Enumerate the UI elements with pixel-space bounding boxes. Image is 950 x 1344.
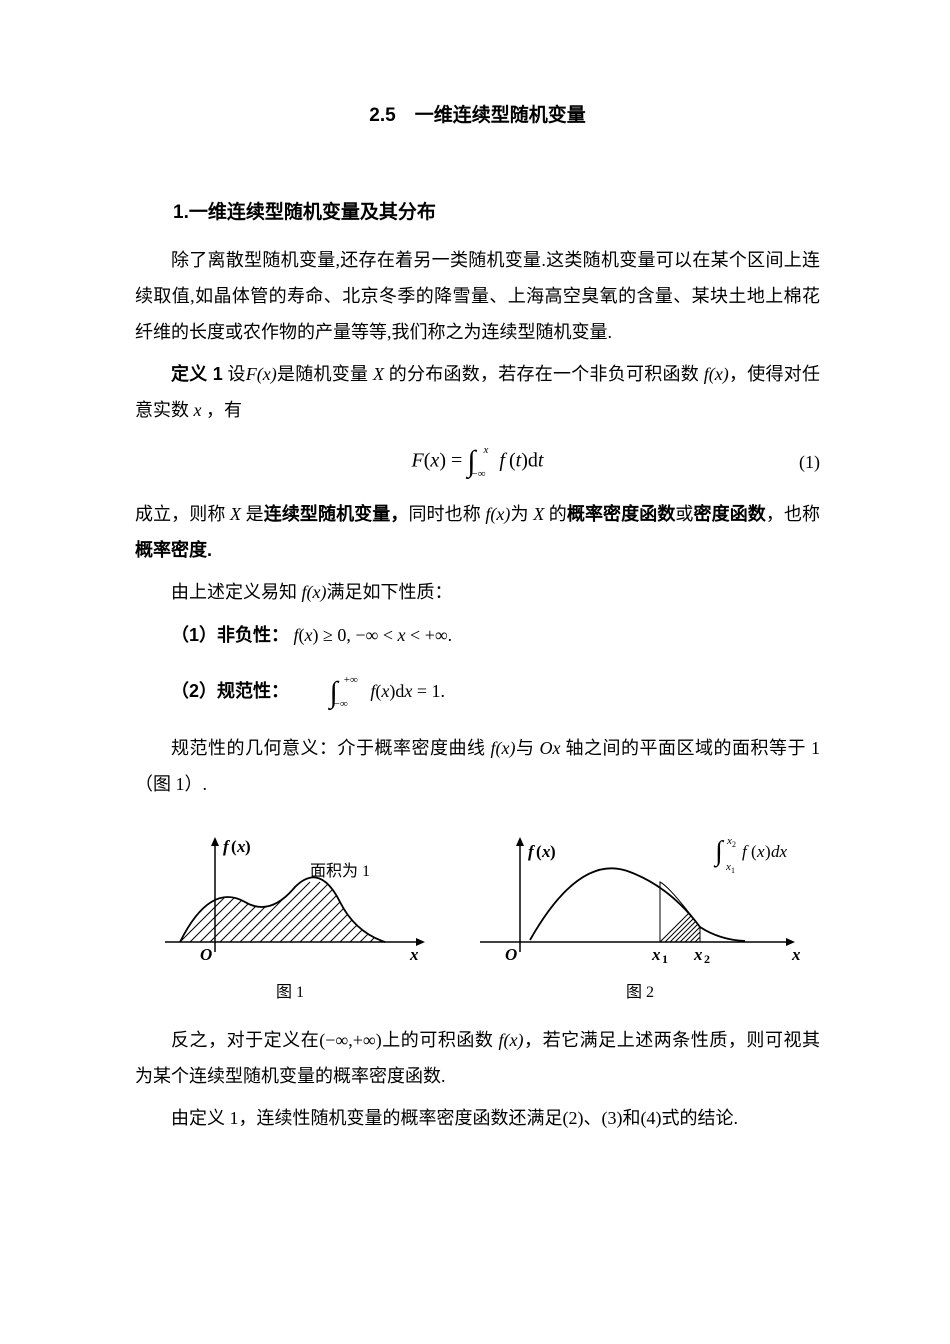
def-text-c: 的分布函数，若存在一个非负可积函数 xyxy=(389,364,699,384)
svg-text:x: x xyxy=(791,945,801,964)
def-text-a: 设 xyxy=(223,364,246,384)
math-X2: X xyxy=(230,504,241,524)
section-heading-1: 1.一维连续型随机变量及其分布 xyxy=(135,197,820,224)
figure-1-caption: 图 1 xyxy=(276,978,304,1002)
math-Ox: Ox xyxy=(540,738,561,758)
term-density-fn: 密度函数 xyxy=(694,504,766,524)
property-2: （2）规范性： ∫−∞+∞ f(x)dx = 1. xyxy=(135,660,820,726)
figure-2: f ( x ) O x x 1 x 2 ∫ x 1 x 2 f ( x ) dx… xyxy=(470,832,810,1002)
def-text-e: ，有 xyxy=(206,400,242,420)
svg-text:1: 1 xyxy=(731,866,735,875)
math-X3: X xyxy=(533,504,544,524)
p3-f: 或 xyxy=(675,504,693,524)
svg-text:x: x xyxy=(756,842,765,861)
term-density: 概率密度. xyxy=(135,540,212,560)
math-x: x xyxy=(194,400,202,420)
p5-a: 规范性的几何意义：介于概率密度曲线 xyxy=(171,738,486,758)
p3-g: ，也称 xyxy=(766,504,820,524)
svg-text:f: f xyxy=(223,837,231,856)
svg-text:x: x xyxy=(409,945,419,964)
document-title: 2.5 一维连续型随机变量 xyxy=(135,100,820,127)
svg-text:x: x xyxy=(693,945,703,964)
svg-text:2: 2 xyxy=(704,952,710,966)
prop2-label: （2）规范性： xyxy=(171,681,289,701)
svg-text:1: 1 xyxy=(662,952,668,966)
math-paren2: (x) xyxy=(709,364,729,384)
svg-text:): ) xyxy=(245,837,251,856)
def-text-b: 是随机变量 xyxy=(277,364,369,384)
paragraph-3: 成立，则称 X 是连续型随机变量，同时也称 f(x)为 X 的概率密度函数或密度… xyxy=(135,496,820,568)
p6-b: 上的可积函数 xyxy=(382,1030,494,1050)
prop1-label: （1）非负性： xyxy=(171,625,289,645)
p5-b: 与 xyxy=(516,738,535,758)
property-1: （1）非负性： f(x) ≥ 0, −∞ < x < +∞. xyxy=(135,616,820,656)
math-paren3: (x) xyxy=(490,504,510,524)
p3-d: 为 xyxy=(510,504,528,524)
math-paren4: (x) xyxy=(307,582,327,602)
svg-text:): ) xyxy=(765,842,771,861)
definition-1: 定义 1 设F(x)是随机变量 X 的分布函数，若存在一个非负可积函数 f(x)… xyxy=(135,356,820,428)
paragraph-intro: 除了离散型随机变量,还存在着另一类随机变量.这类随机变量可以在某个区间上连续取值… xyxy=(135,242,820,350)
figure-1: f ( x ) O x 面积为 1 图 1 xyxy=(145,832,435,1002)
prop1-math: f(x) ≥ 0, −∞ < x < +∞. xyxy=(294,625,453,645)
figure-2-svg: f ( x ) O x x 1 x 2 ∫ x 1 x 2 f ( x ) dx xyxy=(470,832,810,972)
term-cont-rv: 连续型随机变量， xyxy=(264,504,409,524)
prop2-math: ∫−∞+∞ f(x)dx = 1. xyxy=(294,681,445,701)
p4-b: 满足如下性质： xyxy=(327,582,453,602)
formula-1-number: (1) xyxy=(799,452,820,473)
math-interval: (−∞,+∞) xyxy=(319,1030,381,1050)
svg-text:f: f xyxy=(528,842,536,861)
formula-1-content: F(x) = ∫−∞x f (t)dt xyxy=(412,445,544,479)
math-paren5: (x) xyxy=(496,738,516,758)
math-Fx: F xyxy=(246,364,257,384)
paragraph-6: 反之，对于定义在(−∞,+∞)上的可积函数 f(x)，若它满足上述两条性质，则可… xyxy=(135,1022,820,1094)
figure-2-caption: 图 2 xyxy=(626,978,654,1002)
term-pdf: 概率密度函数 xyxy=(567,504,676,524)
p3-b: 是 xyxy=(246,504,264,524)
svg-text:x: x xyxy=(651,945,661,964)
p3-e: 的 xyxy=(549,504,567,524)
math-paren6: (x) xyxy=(504,1030,524,1050)
p4-a: 由上述定义易知 xyxy=(171,582,297,602)
formula-1: F(x) = ∫−∞x f (t)dt (1) xyxy=(135,440,820,484)
svg-text:2: 2 xyxy=(732,840,736,849)
math-paren: (x) xyxy=(257,364,277,384)
svg-text:): ) xyxy=(550,842,556,861)
p3-c: 同时也称 xyxy=(408,504,480,524)
paragraph-5: 规范性的几何意义：介于概率密度曲线 f(x)与 Ox 轴之间的平面区域的面积等于… xyxy=(135,730,820,802)
svg-text:f: f xyxy=(742,842,749,861)
figures-row: f ( x ) O x 面积为 1 图 1 xyxy=(135,832,820,1002)
figure-1-svg: f ( x ) O x xyxy=(145,832,435,972)
math-X: X xyxy=(373,364,384,384)
paragraph-7: 由定义 1，连续性随机变量的概率密度函数还满足(2)、(3)和(4)式的结论. xyxy=(135,1100,820,1136)
svg-text:dx: dx xyxy=(771,842,788,861)
svg-text:O: O xyxy=(505,945,517,964)
svg-text:∫: ∫ xyxy=(713,836,725,868)
p3-a: 成立，则称 xyxy=(135,504,225,524)
def-label: 定义 1 xyxy=(171,364,223,384)
svg-text:O: O xyxy=(200,945,212,964)
paragraph-4: 由上述定义易知 f(x)满足如下性质： xyxy=(135,574,820,610)
p6-a: 反之，对于定义在 xyxy=(171,1030,319,1050)
